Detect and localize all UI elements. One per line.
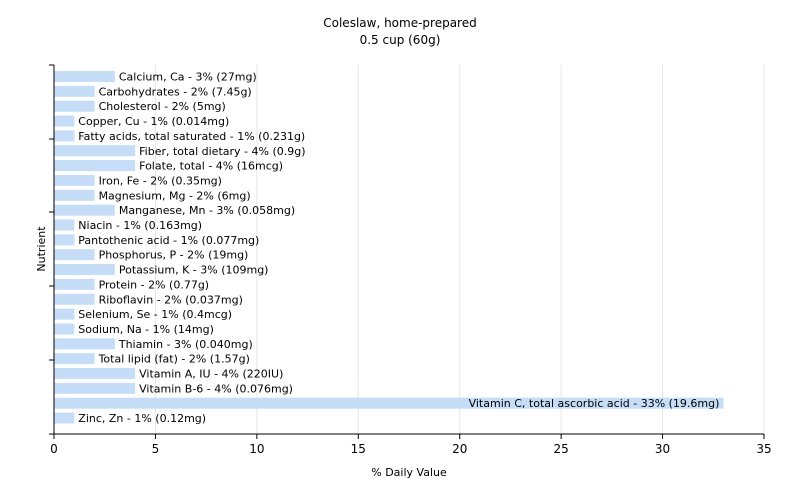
bar-label: Fiber, total dietary - 4% (0.9g) [139,145,305,158]
bar [54,249,95,261]
bar [54,412,75,424]
bar-label: Calcium, Ca - 3% (27mg) [119,71,257,84]
bar-label: Manganese, Mn - 3% (0.058mg) [119,204,295,217]
bar-label: Vitamin A, IU - 4% (220IU) [139,368,283,381]
x-axis-ticks: 0 5 10 15 20 25 30 35 [50,434,772,456]
bar [54,85,95,97]
x-tick-label: 5 [152,442,160,456]
x-tick-label: 30 [655,442,670,456]
bar [54,353,95,365]
bar-label: Iron, Fe - 2% (0.35mg) [99,174,222,187]
bar-label: Zinc, Zn - 1% (0.12mg) [78,412,206,425]
bar [54,323,75,335]
bar-label: Folate, total - 4% (16mcg) [139,160,283,173]
bar [54,115,75,127]
bar-label: Selenium, Se - 1% (0.4mcg) [78,308,232,321]
bar [54,189,95,201]
bar [54,71,115,82]
x-tick-label: 15 [351,442,366,456]
bar-label: Vitamin B-6 - 4% (0.076mg) [139,382,293,395]
y-axis-ticks [49,64,54,435]
plot-area [54,65,764,434]
bar-labels: Calcium, Ca - 3% (27mg)Carbohydrates - 2… [78,71,719,426]
bar [54,264,115,276]
bar-label: Pantothenic acid - 1% (0.077mg) [78,234,259,247]
bar [54,219,75,231]
chart-title: Coleslaw, home-prepared [323,16,476,30]
bar-label: Niacin - 1% (0.163mg) [78,219,202,232]
y-axis-title: Nutrient [35,226,48,272]
bar-label: Thiamin - 3% (0.040mg) [118,338,253,351]
bar [54,174,95,186]
gridlines [154,65,765,434]
bar-label: Phosphorus, P - 2% (19mg) [99,249,249,262]
x-tick-label: 10 [249,442,264,456]
bar [54,293,95,305]
bar [54,130,75,142]
bar [54,308,75,320]
x-tick-label: 20 [452,442,467,456]
bar-label: Copper, Cu - 1% (0.014mg) [78,115,229,128]
bar-label: Sodium, Na - 1% (14mg) [78,323,214,336]
bar [54,368,136,379]
bar-label: Magnesium, Mg - 2% (6mg) [99,189,251,202]
x-tick-label: 35 [756,442,771,456]
bar [54,338,115,350]
bar [54,100,95,112]
bar [54,382,136,394]
bar [54,204,115,216]
chart-subtitle: 0.5 cup (60g) [360,33,441,47]
bar-label: Carbohydrates - 2% (7.45g) [99,85,252,98]
bar-label: Fatty acids, total saturated - 1% (0.231… [78,130,305,143]
bar [54,278,95,290]
bars [54,71,724,424]
x-axis-title: % Daily Value [371,466,447,479]
bar [54,160,136,172]
bar [54,234,75,246]
bar-label: Total lipid (fat) - 2% (1.57g) [98,353,250,366]
x-tick-label: 25 [554,442,569,456]
bar [54,145,136,157]
bar [54,397,724,409]
bar-label: Protein - 2% (0.77g) [99,278,210,291]
x-tick-label: 0 [50,442,58,456]
bar-label: Potassium, K - 3% (109mg) [119,264,269,277]
bar-label: Vitamin C, total ascorbic acid - 33% (19… [469,397,720,410]
bar-label: Cholesterol - 2% (5mg) [99,100,226,113]
bar-label: Riboflavin - 2% (0.037mg) [99,293,243,306]
